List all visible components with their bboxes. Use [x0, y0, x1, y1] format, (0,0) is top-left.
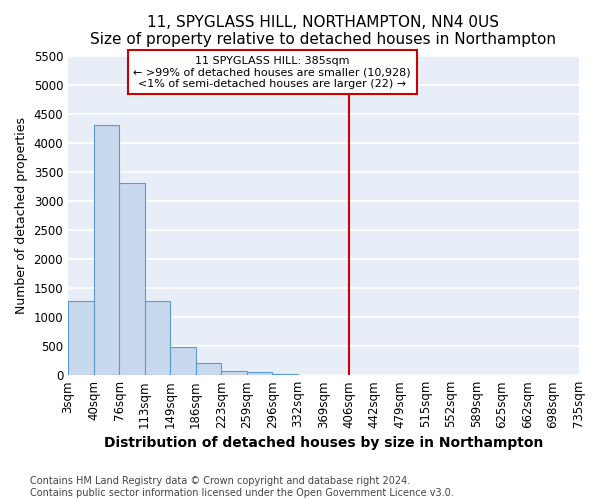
Bar [221, 370, 247, 375]
Bar [272, 374, 298, 375]
Bar [170, 348, 196, 375]
Bar [94, 126, 119, 375]
X-axis label: Distribution of detached houses by size in Northampton: Distribution of detached houses by size … [104, 436, 543, 450]
Bar [145, 302, 170, 375]
Bar [119, 184, 145, 375]
Y-axis label: Number of detached properties: Number of detached properties [15, 117, 28, 314]
Bar [247, 372, 272, 375]
Text: Contains HM Land Registry data © Crown copyright and database right 2024.
Contai: Contains HM Land Registry data © Crown c… [30, 476, 454, 498]
Title: 11, SPYGLASS HILL, NORTHAMPTON, NN4 0US
Size of property relative to detached ho: 11, SPYGLASS HILL, NORTHAMPTON, NN4 0US … [90, 15, 556, 48]
Bar [196, 363, 221, 375]
Bar [68, 302, 94, 375]
Bar [298, 374, 323, 375]
Text: 11 SPYGLASS HILL: 385sqm
← >99% of detached houses are smaller (10,928)
<1% of s: 11 SPYGLASS HILL: 385sqm ← >99% of detac… [133, 56, 411, 88]
